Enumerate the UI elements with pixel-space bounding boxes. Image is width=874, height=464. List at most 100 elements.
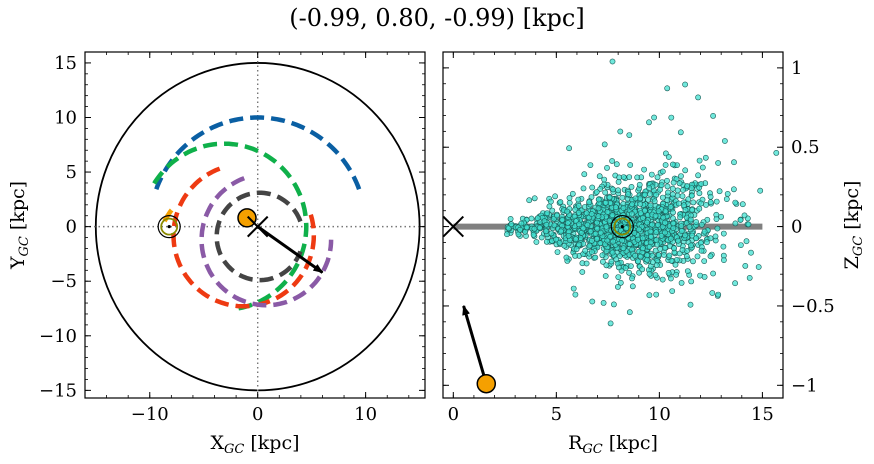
star-point [628,263,634,269]
star-point [715,160,721,166]
star-point [690,258,696,265]
star-point [644,252,650,259]
star-point [738,242,744,248]
y-tick-label: −15 [39,380,77,401]
star-point [682,167,689,174]
star-point [669,185,676,192]
star-point [566,199,573,206]
star-point [632,195,639,202]
star-point [742,262,749,269]
star-point [604,164,610,171]
star-point [714,225,721,232]
star-point [588,211,595,217]
star-point [637,210,644,217]
star-point [636,226,642,233]
star-point [658,232,665,239]
star-point [662,244,668,251]
star-point [647,191,653,197]
star-point [677,129,684,136]
star-point [530,231,537,238]
sun-marker [610,214,634,239]
x-stroke-b [246,215,269,238]
star-point [642,191,648,198]
orbit-arc-purple [199,176,334,308]
star-point [674,187,681,194]
star-point [659,194,666,201]
star-point [707,235,714,242]
star-point [696,157,703,164]
star-point [665,269,672,276]
star-point [655,252,662,258]
star-point [646,185,653,191]
star-point [602,199,609,206]
star-point [675,200,682,207]
star-point [703,201,709,208]
star-point [674,192,681,199]
star-point [678,279,685,286]
star-point [664,177,670,184]
star-point [548,198,554,205]
y-tick-label: 0 [66,217,77,238]
star-point [626,241,633,247]
left-plot-area [85,52,425,398]
star-point [613,161,620,168]
sun-outer-ring [157,215,181,239]
star-point [508,221,515,228]
star-point [635,258,641,265]
y-tick-label: 15 [54,53,77,74]
y-tick-label: 0 [791,217,802,238]
star-point [606,194,613,201]
sun-center-dot [167,225,171,229]
star-point [627,162,634,168]
star-point [680,187,686,193]
star-point [572,236,579,243]
star-point [662,208,669,215]
star-point [646,243,653,250]
star-point [718,213,724,220]
star-point [748,249,754,256]
star-point [617,128,624,135]
star-point [743,238,750,245]
star-point [586,199,592,206]
star-point [668,235,674,242]
star-point [615,274,622,280]
star-point [683,253,690,260]
star-point [641,166,647,173]
star-point [696,190,703,197]
orbit-arc-red [171,166,317,309]
sun-outer-ring [610,214,634,239]
star-point [713,216,720,222]
star-point [534,215,541,221]
left-panel: −10 0 10 −15 −10 −5 0 5 10 15 XGC [kpc] YGC [kpc] [7,51,426,457]
object-marker [237,208,257,228]
star-point [704,239,710,246]
star-point [575,209,582,216]
orbit-arc-blue [154,115,362,191]
star-point [586,242,593,249]
star-point [662,229,668,236]
star-point [579,269,586,275]
star-point [731,186,737,193]
y-tick-label: −0.5 [791,296,835,317]
star-point [654,241,661,248]
star-point [673,271,679,278]
star-point [617,279,624,286]
star-point [701,273,708,280]
star-point [669,191,676,198]
star-point [587,228,594,235]
star-point [693,219,699,225]
star-point [565,232,572,239]
star-point [720,243,727,250]
star-point [651,114,657,121]
star-point [670,215,676,222]
star-point [652,272,659,279]
star-point [674,256,680,263]
star-point [533,239,540,245]
star-point [594,219,600,226]
star-point [556,239,563,246]
star-point [670,220,677,227]
star-point [573,246,580,253]
star-point [594,235,600,242]
object-marker [476,373,497,394]
